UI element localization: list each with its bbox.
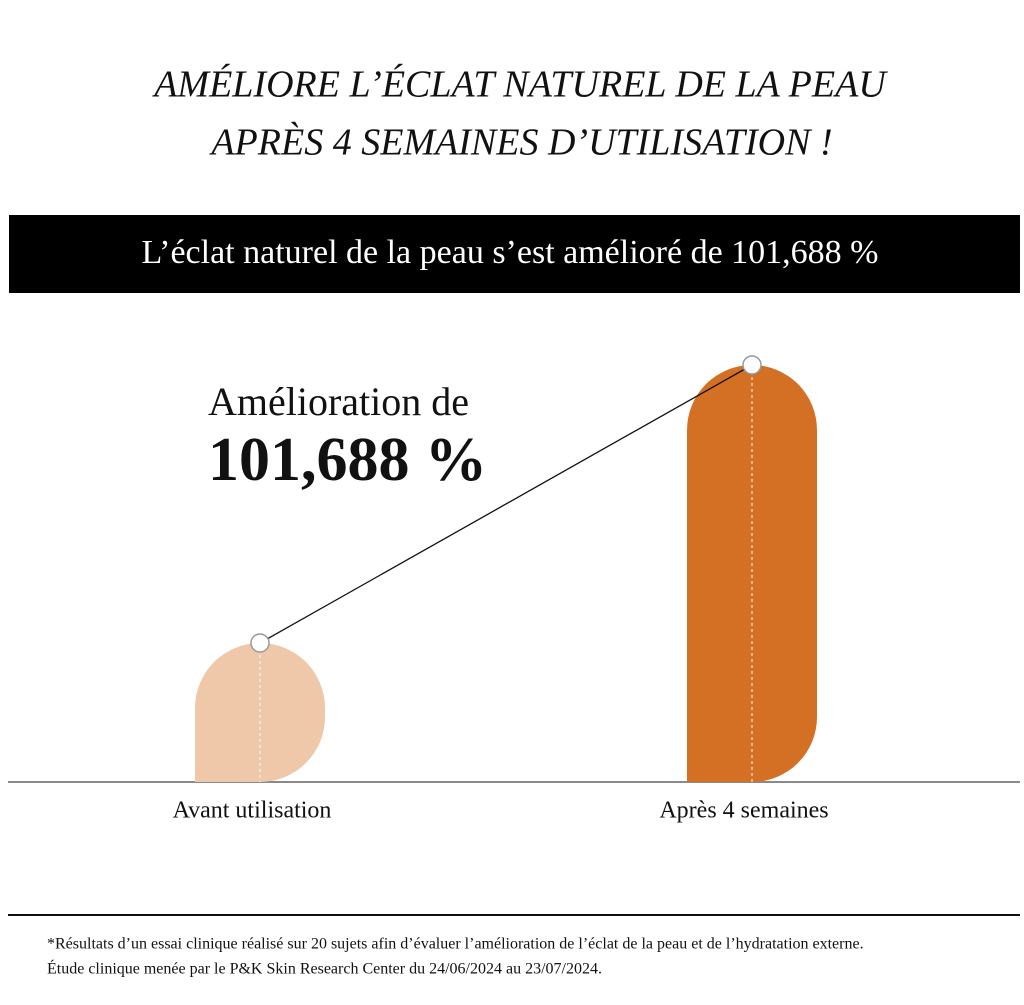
banner — [9, 215, 1020, 293]
subtitle: L’éclat naturel de la peau s’est amélior… — [141, 234, 878, 271]
footnote: *Résultats d’un essai clinique réalisé s… — [47, 936, 864, 953]
connector — [259, 364, 753, 644]
annotation: Amélioration de — [208, 379, 469, 424]
x-tick-label: Avant utilisation — [173, 798, 332, 824]
annotation-value: 101,688 % — [208, 426, 487, 494]
bar — [687, 365, 817, 782]
marker-dot — [250, 633, 270, 653]
title-line: AMÉLIORE L’ÉCLAT NATUREL DE LA PEAU — [151, 64, 888, 106]
x-tick-label: Après 4 semaines — [659, 798, 828, 824]
footnote: Étude clinique menée par le P&K Skin Res… — [47, 959, 602, 978]
bar — [195, 643, 325, 782]
title-line: APRÈS 4 SEMAINES D’UTILISATION ! — [208, 122, 832, 164]
marker-dot — [742, 355, 762, 375]
